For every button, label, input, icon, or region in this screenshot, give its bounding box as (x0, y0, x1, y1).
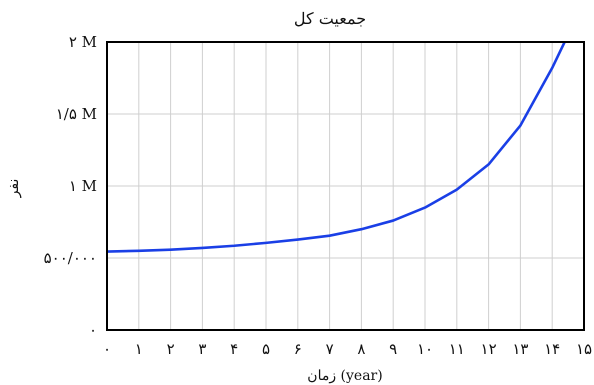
x-tick-label: ۷ (326, 340, 334, 358)
x-tick-labels: ۰ ۱ ۲ ۳ ۴ ۵ ۶ ۷ ۸ ۹ ۱۰ ۱۱ ۱۲ ۱۳ ۱۴ ۱۵ (103, 340, 592, 358)
x-tick-label: ۱ (135, 340, 143, 358)
x-tick-label: ۱۴ (544, 340, 560, 358)
x-tick-label: ۶ (294, 340, 302, 358)
x-tick-label: ۱۲ (481, 340, 497, 358)
series-line (107, 42, 567, 253)
x-tick-label: ۳ (198, 340, 206, 358)
y-tick-label: ۲ M (69, 33, 97, 51)
y-axis-label: نفر (6, 179, 22, 199)
grid-lines (107, 42, 584, 330)
y-tick-label: ۰ (89, 321, 97, 339)
y-tick-labels: ۰ ۵۰۰/۰۰۰ ۱ M ۱/۵ M ۲ M (44, 33, 97, 339)
y-tick-label: ۱ M (69, 177, 97, 195)
x-tick-label: ۰ (103, 340, 111, 358)
x-tick-label: ۹ (389, 340, 397, 358)
x-tick-label: ۱۰ (417, 340, 433, 358)
series-layer (107, 42, 567, 253)
plot-frame (106, 41, 585, 331)
x-tick-label: ۱۵ (576, 340, 592, 358)
x-tick-label: ۱۱ (449, 340, 465, 358)
y-tick-label: ۱/۵ M (56, 105, 97, 123)
x-tick-label: ۴ (230, 340, 238, 358)
x-tick-label: ۲ (167, 340, 175, 358)
x-tick-label: ۸ (357, 340, 365, 358)
x-tick-label: ۵ (262, 340, 270, 358)
y-tick-label: ۵۰۰/۰۰۰ (44, 249, 97, 267)
x-axis-label: زمان (year) (307, 368, 382, 384)
chart-title: جمعیت کل (294, 9, 366, 28)
x-tick-label: ۱۳ (512, 340, 528, 358)
